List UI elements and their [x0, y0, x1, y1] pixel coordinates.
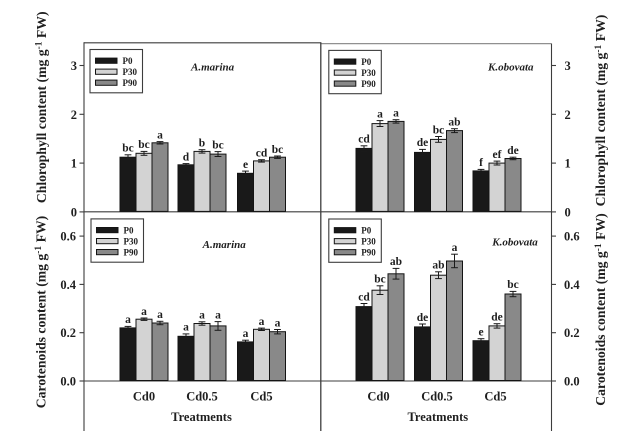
- svg-text:b: b: [199, 138, 205, 150]
- svg-text:0.4: 0.4: [564, 278, 580, 292]
- svg-text:cd: cd: [256, 148, 268, 160]
- svg-text:ab: ab: [390, 256, 402, 268]
- svg-text:bc: bc: [272, 144, 284, 156]
- svg-text:1: 1: [565, 157, 571, 171]
- svg-text:bc: bc: [433, 124, 445, 136]
- svg-text:Treatments: Treatments: [407, 410, 468, 424]
- svg-text:ef: ef: [493, 149, 502, 161]
- svg-text:bc: bc: [138, 139, 150, 151]
- svg-text:Carotenoids content (mg g-1 FW: Carotenoids content (mg g-1 FW): [593, 213, 609, 405]
- svg-text:a: a: [452, 242, 458, 254]
- svg-text:Carotenoids content (mg g-1 FW: Carotenoids content (mg g-1 FW): [33, 216, 49, 408]
- svg-text:P0: P0: [361, 226, 371, 236]
- svg-text:a: a: [157, 129, 163, 141]
- svg-text:a: a: [393, 108, 399, 120]
- svg-text:ab: ab: [448, 117, 460, 129]
- svg-text:2: 2: [71, 108, 77, 122]
- svg-text:a: a: [259, 316, 265, 328]
- svg-text:bc: bc: [507, 279, 519, 291]
- svg-text:a: a: [157, 309, 163, 321]
- svg-text:Treatments: Treatments: [171, 410, 232, 424]
- svg-text:cd: cd: [358, 134, 370, 146]
- svg-text:0.6: 0.6: [60, 230, 76, 244]
- svg-text:A.marina: A.marina: [190, 61, 235, 73]
- svg-text:Cd0: Cd0: [367, 389, 389, 403]
- svg-text:Cd0: Cd0: [133, 389, 155, 403]
- svg-text:de: de: [417, 137, 429, 149]
- svg-text:bc: bc: [212, 139, 224, 151]
- svg-text:P90: P90: [123, 78, 138, 88]
- svg-text:P90: P90: [124, 248, 139, 258]
- svg-text:P90: P90: [361, 248, 376, 258]
- svg-text:A.marina: A.marina: [202, 239, 247, 251]
- svg-text:Chlorophyll content (mg g-1 F: Chlorophyll content (mg g-1 FW): [34, 11, 50, 203]
- svg-text:K.obovata: K.obovata: [491, 236, 538, 248]
- svg-text:f: f: [479, 157, 483, 169]
- svg-text:0.4: 0.4: [60, 278, 76, 292]
- svg-text:Cd5: Cd5: [250, 389, 272, 403]
- svg-text:P90: P90: [361, 79, 376, 89]
- svg-text:0.6: 0.6: [564, 230, 580, 244]
- svg-text:0.0: 0.0: [564, 375, 580, 389]
- svg-text:Cd5: Cd5: [484, 389, 506, 403]
- svg-text:cd: cd: [358, 291, 370, 303]
- svg-text:K.obovata: K.obovata: [487, 61, 534, 73]
- svg-text:a: a: [199, 310, 205, 322]
- svg-text:P30: P30: [124, 237, 139, 247]
- svg-text:Cd0.5: Cd0.5: [186, 389, 218, 403]
- svg-text:e: e: [478, 327, 483, 339]
- svg-text:P30: P30: [361, 237, 376, 247]
- svg-text:2: 2: [565, 108, 571, 122]
- svg-text:a: a: [275, 317, 281, 329]
- svg-text:e: e: [243, 159, 248, 171]
- svg-text:P0: P0: [124, 226, 134, 236]
- svg-text:3: 3: [565, 59, 571, 73]
- svg-text:P30: P30: [361, 68, 376, 78]
- svg-text:0.0: 0.0: [60, 375, 76, 389]
- svg-text:a: a: [243, 328, 249, 340]
- svg-text:de: de: [507, 145, 519, 157]
- svg-text:d: d: [183, 151, 190, 163]
- svg-text:a: a: [141, 306, 147, 318]
- svg-text:Cd0.5: Cd0.5: [421, 389, 453, 403]
- svg-text:bc: bc: [374, 274, 386, 286]
- svg-text:a: a: [183, 322, 189, 334]
- svg-text:0.2: 0.2: [564, 326, 580, 340]
- svg-text:P0: P0: [361, 57, 371, 67]
- svg-text:de: de: [417, 312, 429, 324]
- svg-text:0: 0: [71, 205, 77, 219]
- svg-text:a: a: [377, 108, 383, 120]
- svg-text:a: a: [125, 314, 131, 326]
- svg-text:P0: P0: [123, 56, 133, 66]
- svg-text:de: de: [491, 312, 503, 324]
- svg-text:3: 3: [71, 59, 77, 73]
- svg-text:1: 1: [71, 157, 77, 171]
- svg-text:a: a: [215, 309, 221, 321]
- svg-text:bc: bc: [122, 143, 134, 155]
- svg-text:P30: P30: [123, 67, 138, 77]
- svg-text:Chlorophyll content (mg g-1 F: Chlorophyll content (mg g-1 FW): [593, 15, 609, 207]
- svg-text:0.2: 0.2: [60, 326, 76, 340]
- svg-text:0: 0: [565, 205, 571, 219]
- svg-text:ab: ab: [432, 260, 444, 272]
